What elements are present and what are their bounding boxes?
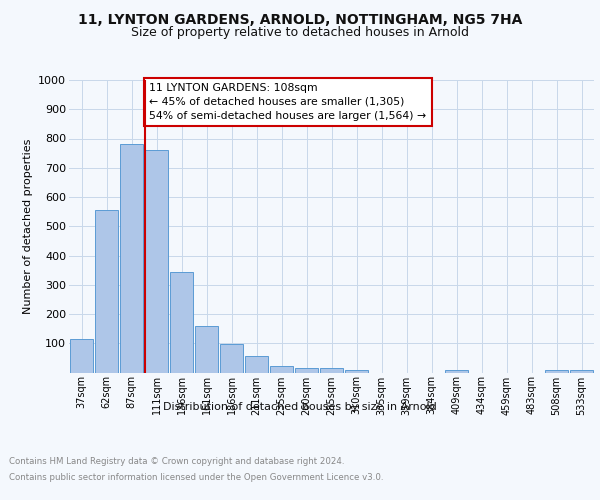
Text: 11 LYNTON GARDENS: 108sqm
← 45% of detached houses are smaller (1,305)
54% of se: 11 LYNTON GARDENS: 108sqm ← 45% of detac… <box>149 83 426 121</box>
Text: Size of property relative to detached houses in Arnold: Size of property relative to detached ho… <box>131 26 469 39</box>
Text: Distribution of detached houses by size in Arnold: Distribution of detached houses by size … <box>163 402 437 412</box>
Bar <box>220 344 243 372</box>
Bar <box>145 150 168 372</box>
Bar <box>570 370 593 372</box>
Bar <box>95 210 118 372</box>
Bar <box>545 370 568 372</box>
Bar <box>170 272 193 372</box>
Text: 11, LYNTON GARDENS, ARNOLD, NOTTINGHAM, NG5 7HA: 11, LYNTON GARDENS, ARNOLD, NOTTINGHAM, … <box>78 12 522 26</box>
Bar <box>295 368 318 372</box>
Bar <box>120 144 143 372</box>
Bar <box>270 366 293 372</box>
Bar <box>70 339 93 372</box>
Bar <box>345 370 368 372</box>
Bar <box>320 368 343 372</box>
Text: Contains public sector information licensed under the Open Government Licence v3: Contains public sector information licen… <box>9 472 383 482</box>
Bar <box>445 370 468 372</box>
Bar <box>195 326 218 372</box>
Bar <box>245 356 268 372</box>
Text: Contains HM Land Registry data © Crown copyright and database right 2024.: Contains HM Land Registry data © Crown c… <box>9 458 344 466</box>
Y-axis label: Number of detached properties: Number of detached properties <box>23 138 32 314</box>
